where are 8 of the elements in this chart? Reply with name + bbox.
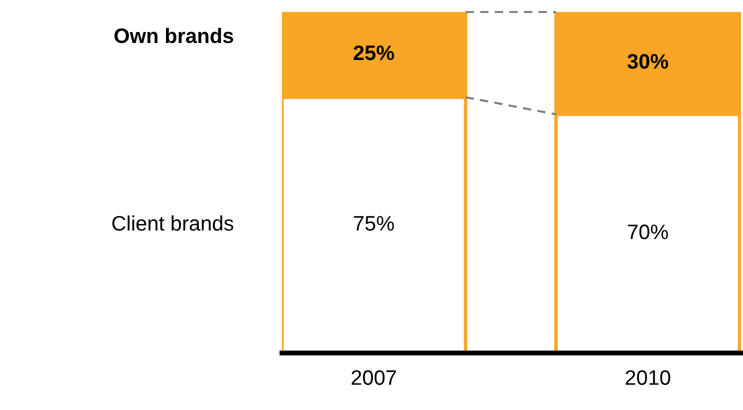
x-tick-label: 2010 (626, 370, 670, 385)
text: Client brands (112, 215, 234, 231)
text: Own brands (114, 28, 234, 44)
x-tick-label: 2007 (352, 370, 396, 385)
data-label: 25% (354, 45, 394, 60)
data-label: 70% (628, 224, 668, 240)
data-label: 30% (627, 54, 668, 69)
data-label: 75% (354, 216, 394, 231)
